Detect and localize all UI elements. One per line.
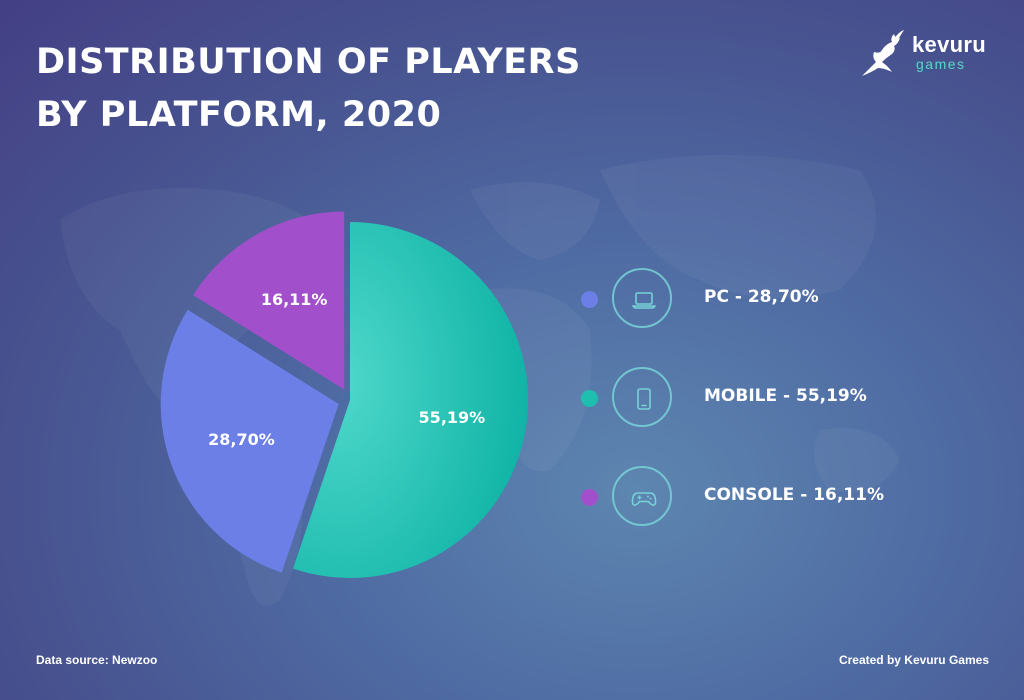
legend-icon-ring-pc <box>612 268 672 328</box>
legend-icon-ring-mobile <box>612 367 672 427</box>
legend-label-mobile: MOBILE - 55,19% <box>704 386 867 406</box>
phone-icon <box>637 388 651 410</box>
logo-subtitle: games <box>916 56 966 72</box>
kevuru-logo[interactable]: kevuru games <box>852 28 1002 84</box>
pie-label-mobile: 55,19% <box>419 408 486 427</box>
legend-icon-ring-console <box>612 466 672 526</box>
legend-dot-pc <box>581 291 598 308</box>
pie-slice-mobile[interactable] <box>292 222 528 578</box>
logo-name: kevuru <box>912 32 986 57</box>
chart-legend: PC - 28,70% MOBILE - 55,19% CONSOLE - 16… <box>575 268 995 565</box>
credit-text: Created by Kevuru Games <box>838 653 989 667</box>
legend-item-console: CONSOLE - 16,11% <box>575 466 995 565</box>
pie-slice-pc[interactable] <box>160 309 339 573</box>
legend-label-console: CONSOLE - 16,11% <box>704 485 884 505</box>
legend-dot-mobile <box>581 390 598 407</box>
chart-title: DISTRIBUTION OF PLAYERS BY PLATFORM, 202… <box>36 42 581 135</box>
laptop-icon <box>632 292 656 309</box>
pie-slice-console[interactable] <box>193 211 345 390</box>
pie-label-console: 16,11% <box>261 290 328 309</box>
legend-item-pc: PC - 28,70% <box>575 268 995 367</box>
pie-label-pc: 28,70% <box>208 430 275 449</box>
legend-label-pc: PC - 28,70% <box>704 287 819 307</box>
legend-dot-console <box>581 489 598 506</box>
data-source: Data source: Newzoo <box>36 653 158 667</box>
deer-logo-icon <box>862 30 904 76</box>
gamepad-icon <box>631 492 657 506</box>
legend-item-mobile: MOBILE - 55,19% <box>575 367 995 466</box>
